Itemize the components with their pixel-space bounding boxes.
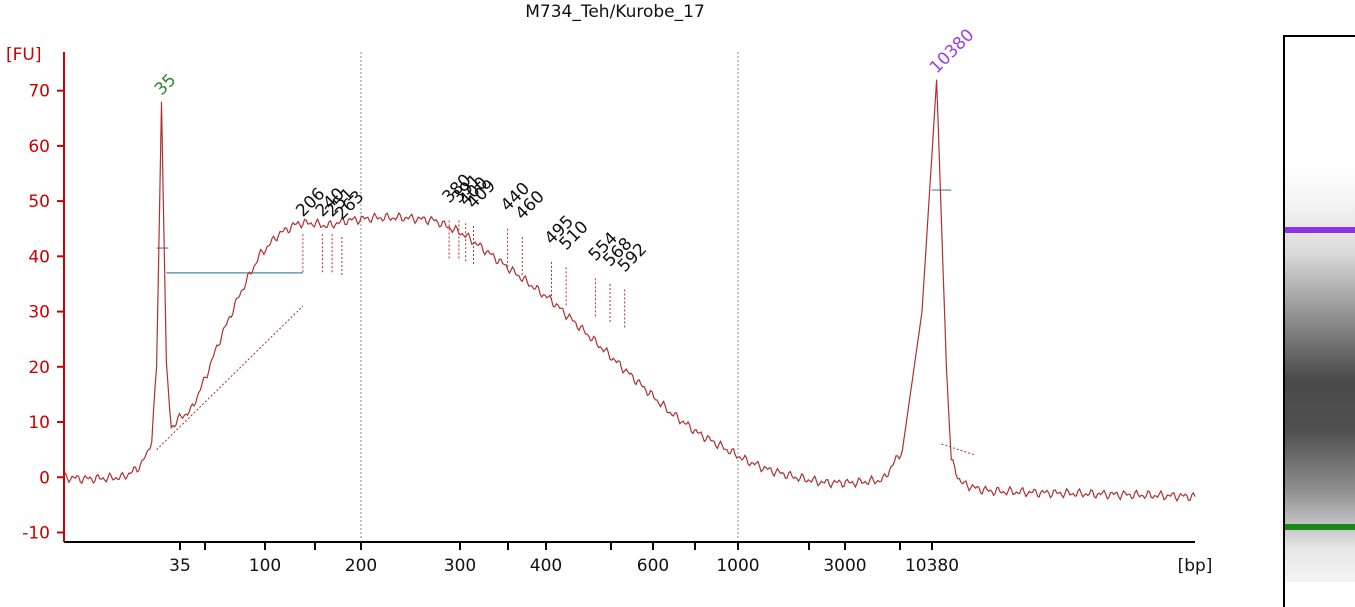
peak-label: 35	[151, 70, 180, 99]
baseline-dotted	[941, 443, 976, 456]
peak-label: 10380	[926, 25, 978, 77]
x-tick-label: 35	[169, 556, 191, 576]
y-tick-label: 70	[28, 82, 50, 102]
x-tick-label: 400	[530, 556, 562, 576]
x-tick-label: 300	[444, 556, 476, 576]
x-tick-label: 600	[637, 556, 669, 576]
trace-line	[63, 79, 1196, 503]
x-tick-label: 200	[345, 556, 377, 576]
x-tick-label: 10380	[905, 556, 959, 576]
axes: -10 0 10 20 30 40 50 60 70 [FU] 35 100 200 300 400 600 1…	[6, 45, 1212, 576]
gel-image	[1283, 35, 1355, 607]
y-tick-label: 60	[28, 137, 50, 157]
y-tick-label: 20	[28, 358, 50, 378]
x-tick-label: 3000	[823, 556, 866, 576]
gel-smear	[1285, 162, 1355, 582]
x-tick-label: 100	[249, 556, 281, 576]
y-tick-label: 10	[28, 413, 50, 433]
gel-lower-marker-band	[1285, 524, 1355, 530]
y-tick-label: 30	[28, 303, 50, 323]
gel-upper-marker-band	[1285, 227, 1355, 233]
y-tick-label: 50	[28, 192, 50, 212]
y-tick-label: 40	[28, 247, 50, 267]
electropherogram-plot: -10 0 10 20 30 40 50 60 70 [FU] 35 100 200 300 400 600 1…	[6, 25, 1212, 576]
x-axis-label: [bp]	[1178, 556, 1213, 576]
y-tick-label: -10	[22, 523, 50, 543]
x-tick-label: 1000	[716, 556, 759, 576]
series-group	[63, 79, 1196, 503]
y-tick-label: 0	[39, 468, 50, 488]
y-axis-label: [FU]	[6, 45, 42, 65]
chart-title: M734_Teh/Kurobe_17	[525, 2, 705, 22]
baseline-dotted	[156, 305, 304, 450]
